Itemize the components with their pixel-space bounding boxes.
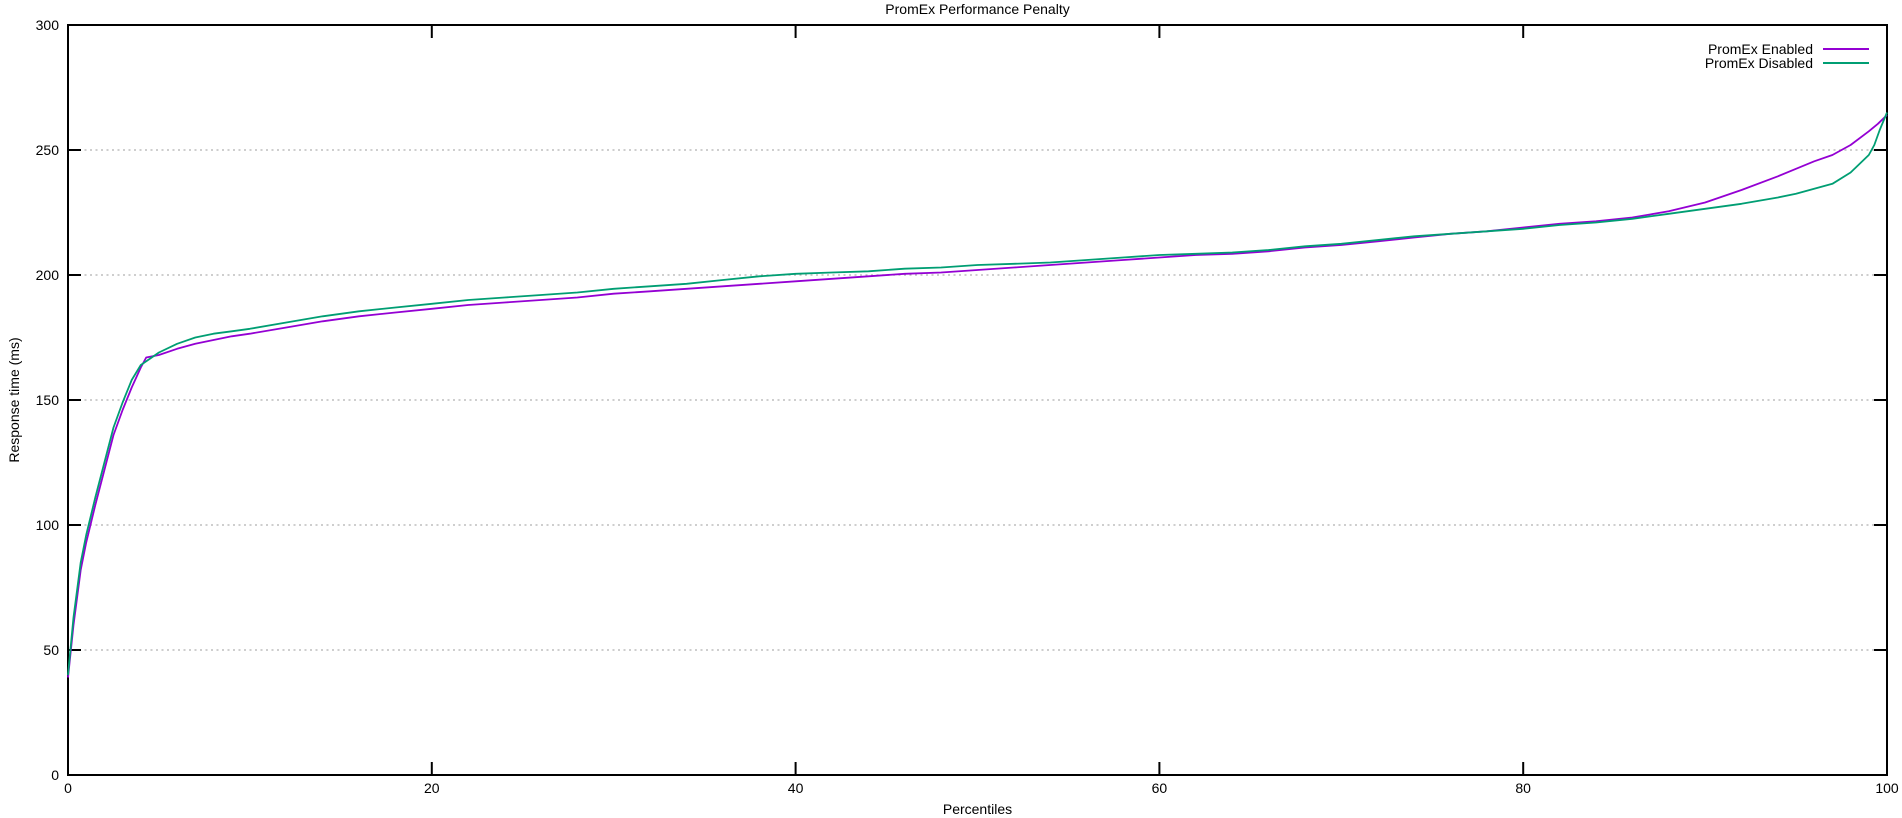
x-tick-label-20: 20 bbox=[424, 780, 440, 796]
x-tick-label-40: 40 bbox=[787, 780, 804, 796]
series-line-disabled bbox=[67, 112, 1888, 676]
y-tick-label-250: 250 bbox=[35, 142, 59, 158]
legend-line-sample bbox=[1823, 48, 1869, 50]
chart-title: PromEx Performance Penalty bbox=[885, 1, 1070, 17]
x-tick-label-0: 0 bbox=[64, 780, 72, 796]
series-line-enabled bbox=[67, 114, 1888, 678]
legend-line-sample bbox=[1823, 62, 1869, 64]
y-tick-label-150: 150 bbox=[35, 392, 59, 408]
x-tick-label-60: 60 bbox=[1151, 780, 1168, 796]
x-axis-label: Percentiles bbox=[942, 801, 1013, 817]
x-tick-label-80: 80 bbox=[1515, 780, 1531, 796]
y-tick-label-100: 100 bbox=[35, 517, 59, 533]
legend: PromEx Enabled PromEx Disabled bbox=[1704, 41, 1869, 71]
legend-row: PromEx Enabled bbox=[1705, 41, 1869, 57]
legend-label: PromEx Disabled bbox=[1704, 55, 1813, 71]
y-tick-label-50: 50 bbox=[43, 642, 59, 658]
y-tick-label-200: 200 bbox=[35, 267, 59, 283]
y-tick-label-300: 300 bbox=[35, 17, 59, 33]
legend-row: PromEx Disabled bbox=[1704, 55, 1869, 71]
y-tick-label-0: 0 bbox=[51, 767, 59, 783]
x-tick-label-100: 100 bbox=[1875, 780, 1899, 796]
legend-label: PromEx Enabled bbox=[1707, 41, 1813, 57]
